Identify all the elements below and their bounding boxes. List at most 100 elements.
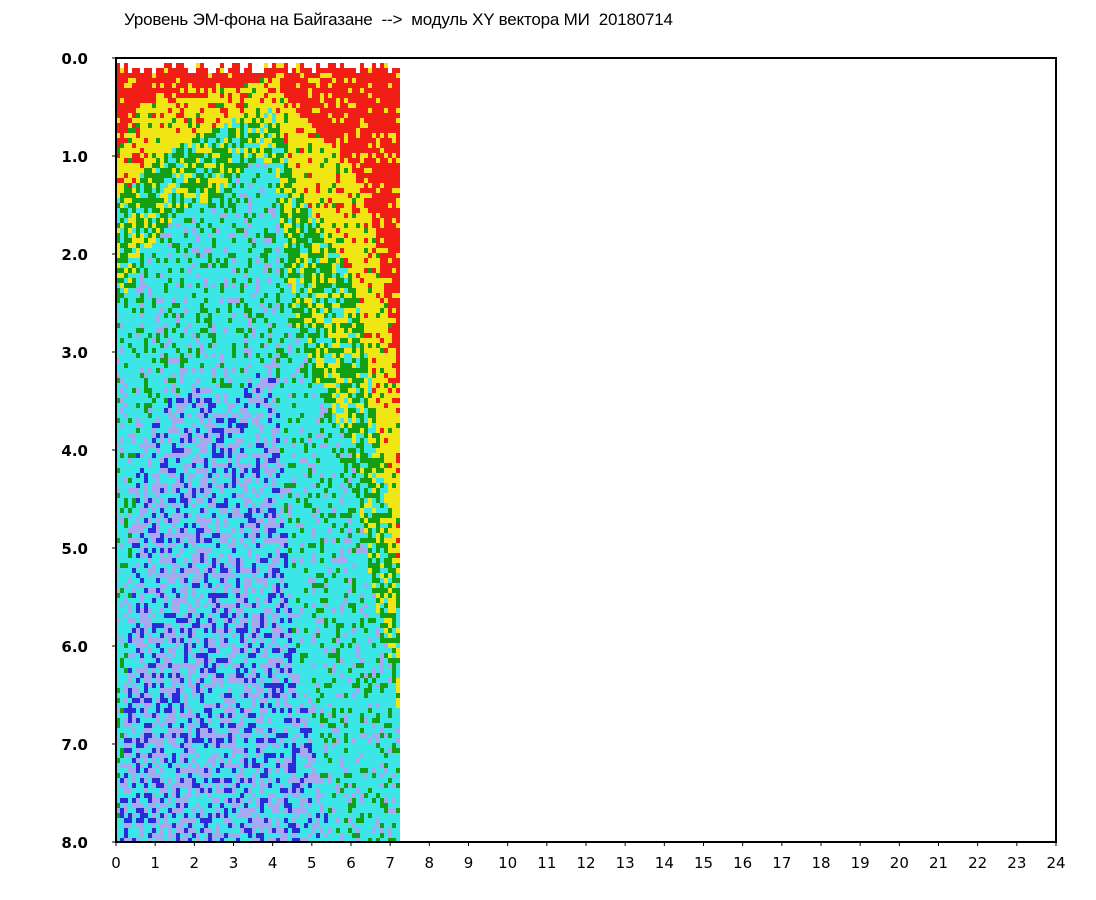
heatmap-cell: [236, 488, 240, 493]
heatmap-cell: [128, 483, 132, 488]
heatmap-cell: [120, 233, 124, 238]
heatmap-cell: [128, 248, 132, 253]
heatmap-cell: [212, 613, 216, 618]
heatmap-cell: [128, 288, 132, 293]
heatmap-cell: [136, 528, 140, 533]
heatmap-cell: [240, 173, 244, 178]
heatmap-cell: [244, 198, 248, 203]
heatmap-cell: [164, 213, 168, 218]
heatmap-cell: [116, 673, 120, 678]
heatmap-cell: [228, 643, 232, 648]
heatmap-cell: [116, 328, 120, 333]
heatmap-cell: [176, 123, 180, 128]
heatmap-cell: [200, 73, 204, 78]
heatmap-cell: [208, 598, 212, 603]
heatmap-cell: [208, 768, 212, 773]
heatmap-cell: [220, 148, 224, 153]
heatmap-cell: [208, 723, 212, 728]
heatmap-cell: [184, 358, 188, 363]
heatmap-cell: [200, 243, 204, 248]
heatmap-cell: [244, 168, 248, 173]
heatmap-cell: [124, 813, 128, 818]
heatmap-cell: [192, 538, 196, 543]
heatmap-cell: [152, 458, 156, 463]
heatmap-cell: [220, 308, 224, 313]
heatmap-cell: [184, 548, 188, 553]
heatmap-cell: [128, 733, 132, 738]
heatmap-cell: [228, 828, 232, 833]
heatmap-cell: [116, 298, 120, 303]
heatmap-cell: [160, 708, 164, 713]
heatmap-cell: [164, 423, 168, 428]
heatmap-cell: [132, 178, 136, 183]
heatmap-cell: [160, 223, 164, 228]
heatmap-cell: [172, 73, 176, 78]
heatmap-cell: [216, 498, 220, 503]
heatmap-cell: [192, 573, 196, 578]
heatmap-cell: [184, 678, 188, 683]
heatmap-cell: [240, 388, 244, 393]
heatmap-cell: [148, 358, 152, 363]
heatmap-cell: [168, 353, 172, 358]
heatmap-cell: [216, 248, 220, 253]
heatmap-cell: [132, 428, 136, 433]
heatmap-cell: [180, 338, 184, 343]
heatmap-cell: [236, 128, 240, 133]
heatmap-cell: [216, 378, 220, 383]
heatmap-cell: [180, 623, 184, 628]
heatmap-cell: [156, 193, 160, 198]
heatmap-cell: [164, 278, 168, 283]
heatmap-cell: [204, 543, 208, 548]
heatmap-cell: [164, 393, 168, 398]
heatmap-cell: [240, 183, 244, 188]
heatmap-cell: [196, 163, 200, 168]
heatmap-cell: [172, 263, 176, 268]
heatmap-cell: [232, 273, 236, 278]
heatmap-cell: [204, 638, 208, 643]
heatmap-cell: [212, 628, 216, 633]
heatmap-cell: [240, 413, 244, 418]
heatmap-cell: [124, 318, 128, 323]
heatmap-cell: [196, 293, 200, 298]
heatmap-cell: [156, 328, 160, 333]
heatmap-cell: [172, 333, 176, 338]
heatmap-cell: [200, 423, 204, 428]
heatmap-cell: [240, 78, 244, 83]
heatmap-cell: [144, 173, 148, 178]
heatmap-cell: [136, 588, 140, 593]
heatmap-cell: [160, 798, 164, 803]
heatmap-cell: [172, 608, 176, 613]
heatmap-cell: [156, 163, 160, 168]
heatmap-cell: [140, 638, 144, 643]
heatmap-cell: [184, 363, 188, 368]
heatmap-cell: [144, 618, 148, 623]
heatmap-cell: [216, 688, 220, 693]
heatmap-cell: [232, 588, 236, 593]
heatmap-cell: [156, 68, 160, 73]
heatmap-cell: [184, 778, 188, 783]
heatmap-cell: [168, 703, 172, 708]
heatmap-cell: [156, 213, 160, 218]
heatmap-cell: [144, 783, 148, 788]
heatmap-cell: [180, 683, 184, 688]
heatmap-cell: [180, 813, 184, 818]
heatmap-cell: [236, 243, 240, 248]
heatmap-cell: [228, 303, 232, 308]
heatmap-cell: [152, 358, 156, 363]
heatmap-cell: [228, 168, 232, 173]
heatmap-cell: [204, 643, 208, 648]
heatmap-cell: [200, 83, 204, 88]
heatmap-cell: [176, 348, 180, 353]
heatmap-cell: [172, 278, 176, 283]
heatmap-cell: [120, 268, 124, 273]
heatmap-cell: [232, 753, 236, 758]
heatmap-cell: [204, 233, 208, 238]
heatmap-cell: [116, 743, 120, 748]
heatmap-cell: [160, 738, 164, 743]
heatmap-cell: [180, 803, 184, 808]
heatmap-cell: [192, 808, 196, 813]
heatmap-cell: [220, 768, 224, 773]
heatmap-cell: [208, 478, 212, 483]
heatmap-cell: [124, 568, 128, 573]
heatmap-cell: [196, 78, 200, 83]
